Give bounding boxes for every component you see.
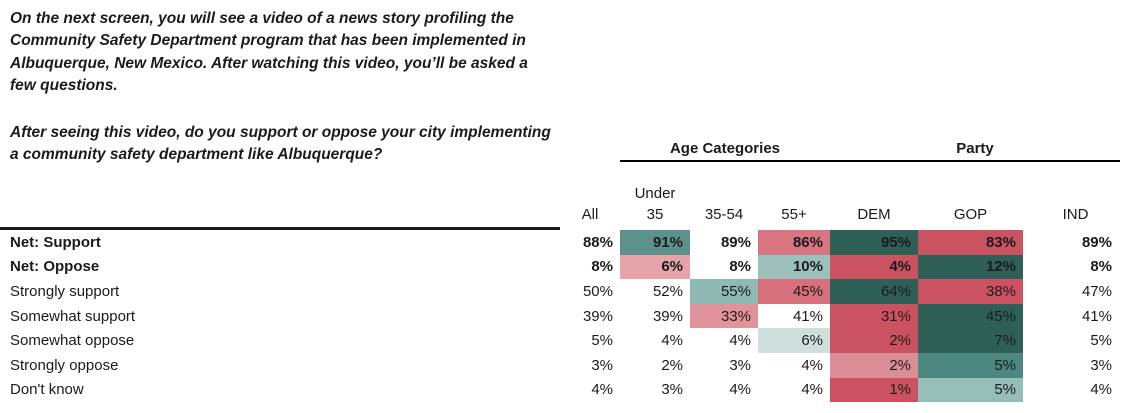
value-cell-under-35-strongly-oppose: 2%	[661, 356, 683, 374]
row-label-don-t-know: Don't know	[10, 381, 84, 399]
value-cell-35-54-don-t-know: 4%	[729, 381, 751, 399]
value-cell-dem-strongly-support: 64%	[830, 279, 918, 304]
group-header-party: Party	[830, 136, 1120, 162]
group-header-spacer	[0, 136, 620, 162]
value-cell-55-plus-somewhat-oppose: 6%	[758, 328, 830, 353]
value-cell-35-54-net-oppose: 8%	[729, 258, 751, 276]
question-block: On the next screen, you will see a video…	[10, 8, 610, 190]
value-cell-55-plus-net-oppose: 10%	[758, 254, 830, 280]
row-label-somewhat-support: Somewhat support	[10, 307, 136, 325]
value-cell-dem-somewhat-support: 31%	[830, 303, 918, 329]
value-cell-dem-strongly-oppose: 2%	[830, 352, 918, 378]
value-cell-35-54-strongly-oppose: 3%	[729, 356, 751, 374]
value-cell-all-somewhat-oppose: 5%	[591, 332, 613, 350]
value-cell-dem-somewhat-oppose: 2%	[830, 328, 918, 353]
value-cell-all-net-oppose: 8%	[591, 258, 613, 276]
row-label-column-header	[0, 162, 560, 230]
column-header-ind: IND	[1062, 206, 1089, 223]
value-cell-dem-net-support: 95%	[830, 230, 918, 255]
group-header-age-categories: Age Categories	[620, 136, 830, 162]
column-header-55-plus: 55+	[781, 206, 807, 223]
value-cell-gop-net-oppose: 12%	[918, 254, 1023, 280]
value-cell-ind-don-t-know: 4%	[1090, 381, 1112, 399]
value-cell-gop-strongly-support: 38%	[918, 279, 1023, 304]
value-cell-all-don-t-know: 4%	[591, 381, 613, 399]
question-intro-text: On the next screen, you will see a video…	[10, 10, 528, 95]
value-cell-gop-somewhat-oppose: 7%	[918, 328, 1023, 353]
row-label-strongly-oppose: Strongly oppose	[10, 356, 119, 374]
value-cell-all-somewhat-support: 39%	[582, 307, 613, 325]
value-cell-35-54-somewhat-oppose: 4%	[729, 332, 751, 350]
row-label-strongly-support: Strongly support	[10, 282, 120, 300]
value-cell-under-35-somewhat-support: 39%	[652, 307, 683, 325]
value-cell-35-54-strongly-support: 55%	[690, 279, 758, 304]
column-header-35-54: 35-54	[704, 206, 744, 223]
value-cell-dem-don-t-know: 1%	[830, 377, 918, 403]
value-cell-all-strongly-support: 50%	[582, 282, 613, 300]
value-cell-ind-strongly-oppose: 3%	[1090, 356, 1112, 374]
column-header-all: All	[581, 206, 599, 223]
value-cell-ind-net-support: 89%	[1081, 233, 1112, 251]
value-cell-gop-strongly-oppose: 5%	[918, 352, 1023, 378]
crosstab-table: Age Categories Party All Under 35 35-54 55+ DE…	[0, 136, 1128, 403]
row-label-net-support: Net: Support	[10, 233, 101, 251]
column-header-dem: DEM	[857, 206, 891, 223]
column-header-under-35: Under 35	[634, 185, 676, 223]
value-cell-55-plus-strongly-support: 45%	[758, 279, 830, 304]
row-label-net-oppose: Net: Oppose	[10, 258, 100, 276]
value-cell-ind-strongly-support: 47%	[1081, 282, 1112, 300]
value-cell-55-plus-somewhat-support: 41%	[792, 307, 823, 325]
value-cell-gop-net-support: 83%	[918, 230, 1023, 255]
value-cell-under-35-net-support: 91%	[620, 230, 690, 255]
value-cell-55-plus-don-t-know: 4%	[801, 381, 823, 399]
value-cell-ind-net-oppose: 8%	[1090, 258, 1112, 276]
question-prompt-text: After seeing this video, do you support …	[10, 123, 551, 164]
value-cell-gop-somewhat-support: 45%	[918, 303, 1023, 329]
value-cell-all-net-support: 88%	[582, 233, 613, 251]
value-cell-35-54-net-support: 89%	[720, 233, 751, 251]
column-header-gop: GOP	[953, 206, 988, 223]
value-cell-under-35-strongly-support: 52%	[652, 282, 683, 300]
value-cell-dem-net-oppose: 4%	[830, 254, 918, 280]
value-cell-ind-somewhat-support: 41%	[1081, 307, 1112, 325]
value-cell-55-plus-net-support: 86%	[758, 230, 830, 255]
row-label-somewhat-oppose: Somewhat oppose	[10, 332, 135, 350]
value-cell-under-35-don-t-know: 3%	[661, 381, 683, 399]
value-cell-gop-don-t-know: 5%	[918, 377, 1023, 403]
value-cell-55-plus-strongly-oppose: 4%	[801, 356, 823, 374]
value-cell-under-35-somewhat-oppose: 4%	[661, 332, 683, 350]
value-cell-all-strongly-oppose: 3%	[591, 356, 613, 374]
value-cell-ind-somewhat-oppose: 5%	[1090, 332, 1112, 350]
value-cell-under-35-net-oppose: 6%	[620, 254, 690, 280]
value-cell-35-54-somewhat-support: 33%	[690, 303, 758, 329]
